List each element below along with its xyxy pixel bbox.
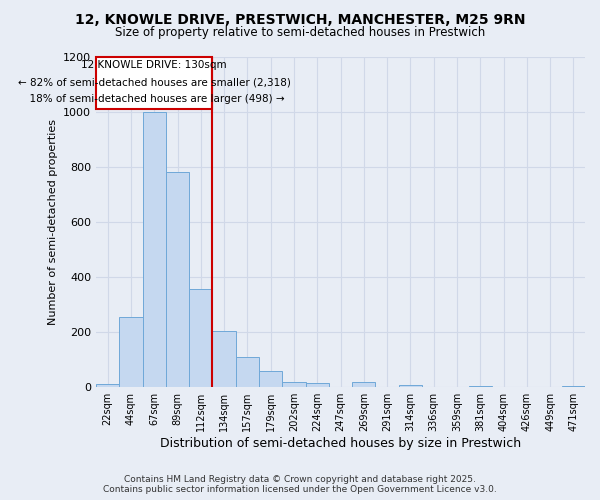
Text: 18% of semi-detached houses are larger (498) →: 18% of semi-detached houses are larger (… xyxy=(23,94,285,104)
Bar xyxy=(329,386,352,387)
Bar xyxy=(96,56,212,109)
Bar xyxy=(119,317,143,387)
Bar xyxy=(166,172,189,387)
Bar xyxy=(212,330,236,387)
Bar xyxy=(562,386,585,387)
Bar xyxy=(469,386,492,387)
Text: 12 KNOWLE DRIVE: 130sqm: 12 KNOWLE DRIVE: 130sqm xyxy=(82,60,227,70)
Bar xyxy=(259,370,283,387)
Bar xyxy=(189,290,212,387)
Bar xyxy=(143,112,166,387)
Text: Contains HM Land Registry data © Crown copyright and database right 2025.
Contai: Contains HM Land Registry data © Crown c… xyxy=(103,474,497,494)
Bar xyxy=(96,384,119,387)
X-axis label: Distribution of semi-detached houses by size in Prestwich: Distribution of semi-detached houses by … xyxy=(160,437,521,450)
Text: Size of property relative to semi-detached houses in Prestwich: Size of property relative to semi-detach… xyxy=(115,26,485,39)
Bar xyxy=(352,382,376,387)
Bar xyxy=(376,386,399,387)
Bar xyxy=(305,383,329,387)
Bar xyxy=(399,385,422,387)
Text: ← 82% of semi-detached houses are smaller (2,318): ← 82% of semi-detached houses are smalle… xyxy=(18,78,291,88)
Bar xyxy=(236,357,259,387)
Bar xyxy=(283,382,305,387)
Text: 12, KNOWLE DRIVE, PRESTWICH, MANCHESTER, M25 9RN: 12, KNOWLE DRIVE, PRESTWICH, MANCHESTER,… xyxy=(75,12,525,26)
Y-axis label: Number of semi-detached properties: Number of semi-detached properties xyxy=(47,119,58,325)
